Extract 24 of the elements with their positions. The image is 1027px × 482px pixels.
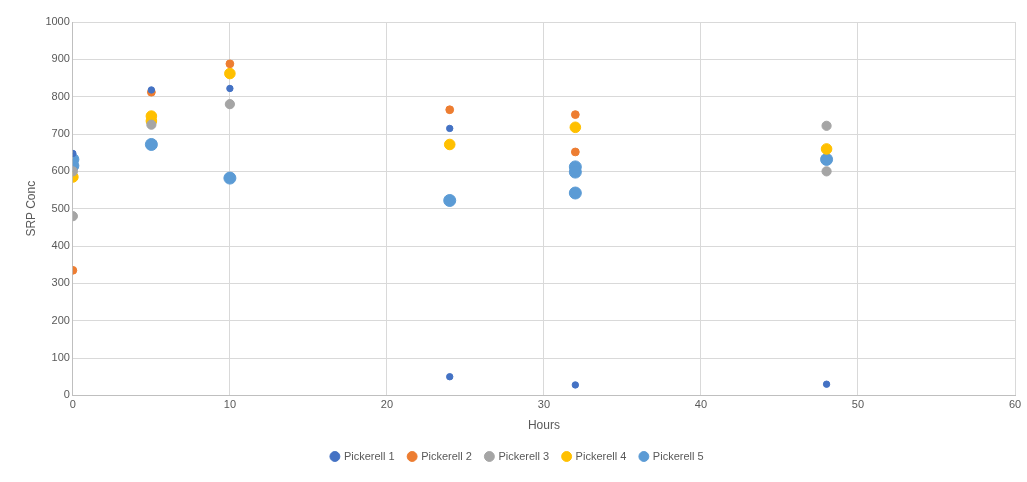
y-tick-label: 400 bbox=[51, 239, 70, 252]
legend-label: Pickerell 3 bbox=[498, 449, 550, 462]
legend-label: Pickerell 5 bbox=[652, 449, 704, 462]
x-tick-label: 50 bbox=[851, 398, 865, 411]
y-tick-label: 300 bbox=[51, 276, 70, 289]
y-tick-label: 700 bbox=[51, 127, 70, 140]
legend-label: Pickerell 1 bbox=[343, 449, 395, 462]
y-tick-label: 1000 bbox=[45, 15, 70, 28]
y-axis-title: SRP Conc bbox=[23, 180, 38, 237]
x-tick-label: 60 bbox=[1008, 398, 1022, 411]
x-axis-title: Hours bbox=[527, 418, 560, 433]
x-tick-label: 30 bbox=[537, 398, 551, 411]
x-tick-label: 20 bbox=[380, 398, 394, 411]
y-tick-label: 900 bbox=[51, 52, 70, 65]
y-tick-label: 200 bbox=[51, 313, 70, 326]
legend-label: Pickerell 2 bbox=[421, 449, 472, 462]
y-tick-label: 0 bbox=[63, 388, 70, 401]
y-tick-label: 100 bbox=[51, 351, 70, 364]
x-tick-label: 10 bbox=[223, 398, 237, 411]
legend-label: Pickerell 4 bbox=[575, 449, 627, 462]
y-tick-label: 600 bbox=[51, 164, 70, 177]
x-tick-label: 40 bbox=[694, 398, 708, 411]
y-tick-label: 500 bbox=[51, 201, 70, 214]
y-tick-label: 800 bbox=[51, 89, 70, 102]
